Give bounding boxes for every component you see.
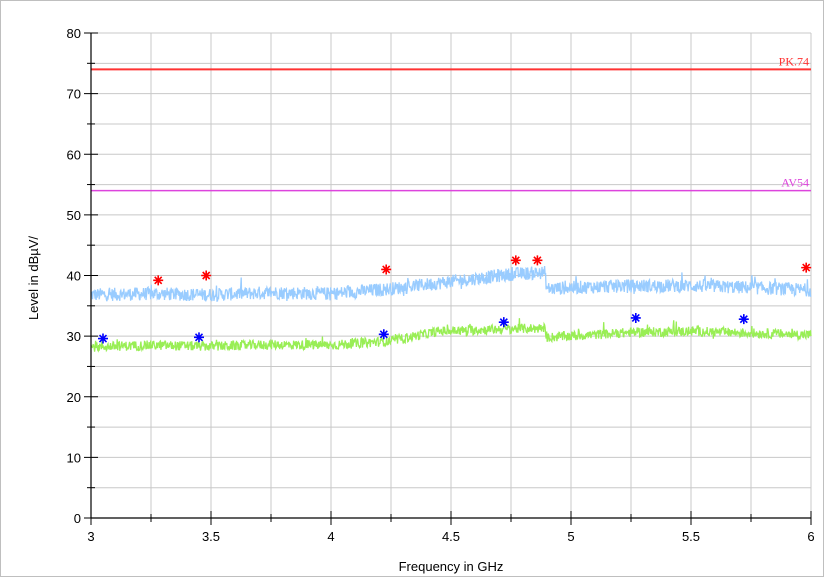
trace-line <box>90 266 812 302</box>
measurement-marker <box>630 312 641 323</box>
x-tick-label: 3 <box>87 529 94 544</box>
axes: 0 10 20 30 40 50 60 70 80 3 3.5 4 4.5 5 5.5 6 <box>67 26 815 544</box>
measurement-marker <box>510 255 521 266</box>
y-tick-label: 0 <box>74 511 81 526</box>
measurement-marker <box>532 255 543 266</box>
limit-lines: PK.74 AV54 <box>91 54 811 192</box>
data-series <box>90 266 812 353</box>
x-axis-title: Frequency in GHz <box>399 559 504 574</box>
grid <box>90 32 812 519</box>
limit-line-label: AV54 <box>781 176 809 190</box>
measurement-marker <box>194 332 204 343</box>
measurement-marker <box>381 264 392 275</box>
x-tick-label: 3.5 <box>202 529 220 544</box>
x-tick-label: 4.5 <box>442 529 460 544</box>
measurement-marker <box>98 333 108 344</box>
measurement-marker <box>738 314 749 325</box>
y-tick-label: 70 <box>67 87 81 102</box>
y-axis-title: Level in dBµV/ <box>26 236 41 320</box>
x-tick-label: 5 <box>567 529 574 544</box>
y-tick-label: 30 <box>67 329 81 344</box>
measurement-marker <box>378 329 389 340</box>
y-tick-label: 50 <box>67 208 81 223</box>
x-tick-label: 4 <box>327 529 334 544</box>
measurement-marker <box>201 270 212 281</box>
limit-line-label: PK.74 <box>779 54 809 68</box>
x-tick-label: 6 <box>807 529 814 544</box>
trace-line <box>90 318 812 353</box>
y-tick-label: 10 <box>67 450 81 465</box>
x-tick-label: 5.5 <box>682 529 700 544</box>
measurement-marker <box>498 317 509 328</box>
y-tick-label: 20 <box>67 390 81 405</box>
y-tick-label: 40 <box>67 269 81 284</box>
measurement-marker <box>801 262 812 273</box>
y-tick-label: 60 <box>67 147 81 162</box>
measurement-marker <box>153 275 164 286</box>
measurement-markers <box>98 255 812 344</box>
y-tick-label: 80 <box>67 26 81 41</box>
